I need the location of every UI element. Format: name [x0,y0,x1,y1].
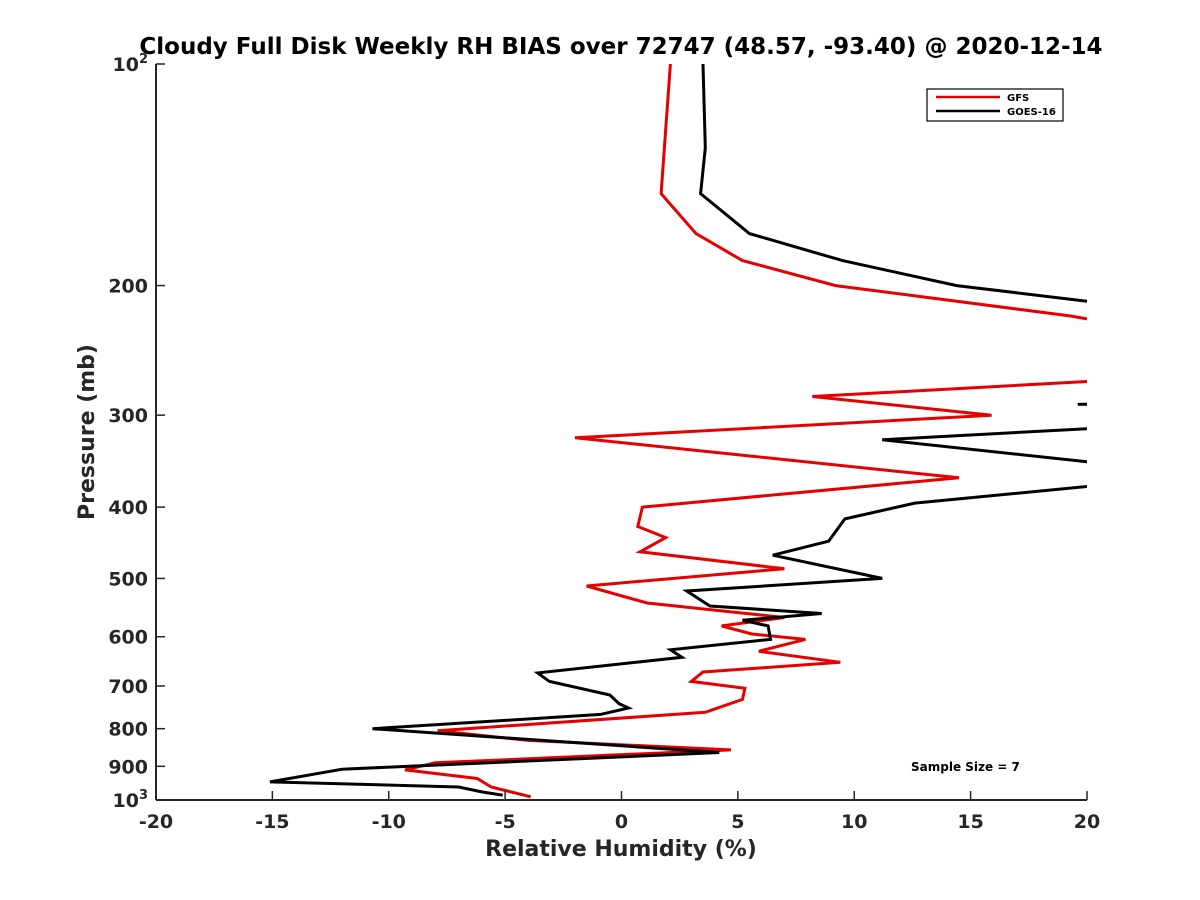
x-tick-label: 10 [841,811,867,833]
x-tick-label: 0 [615,811,628,833]
x-tick-label: 20 [1074,811,1100,833]
y-axis-label: Pressure (mb) [75,344,100,520]
y-tick-label: 300 [108,405,148,427]
plot-area: -20 -15 -10 -5 0 5 10 15 20 102 200 300 400 500 600 70… [108,52,1100,833]
x-tick-label: 5 [731,811,744,833]
series-line-goes16-segment-3 [882,427,1087,464]
series-line-goes16-segment-4 [269,485,1087,797]
y-tick-label: 102 [113,52,149,76]
x-tick-label: -5 [495,811,516,833]
y-tick-label: 103 [113,788,149,812]
x-tick-label: -15 [255,811,289,833]
x-axis-label: Relative Humidity (%) [485,837,757,862]
legend: GFS GOES-16 [926,88,1064,122]
series-layer [269,64,1087,799]
x-tick-label: -20 [139,811,173,833]
series-line-gfs-segment-2 [404,380,1087,799]
legend-box [926,88,1064,122]
y-ticks: 102 200 300 400 500 600 700 800 900 103 [108,52,165,812]
legend-label-gfs: GFS [1007,93,1029,104]
x-ticks: -20 -15 -10 -5 0 5 10 15 20 [139,791,1100,833]
y-tick-label: 200 [108,276,148,298]
series-line-goes16-segment-1 [699,64,1087,303]
y-tick-label: 400 [108,497,148,519]
chart-title: Cloudy Full Disk Weekly RH BIAS over 727… [139,34,1102,60]
y-tick-label: 500 [108,568,148,590]
y-tick-label: 600 [108,627,148,649]
x-tick-label: -10 [372,811,406,833]
legend-label-goes16: GOES-16 [1007,107,1056,118]
y-tick-label: 700 [108,676,148,698]
series-line-gfs-segment-1 [659,64,1087,321]
y-tick-label: 900 [108,756,148,778]
x-tick-label: 15 [957,811,983,833]
sample-size-annotation: Sample Size = 7 [911,760,1020,774]
y-tick-label: 800 [108,719,148,741]
